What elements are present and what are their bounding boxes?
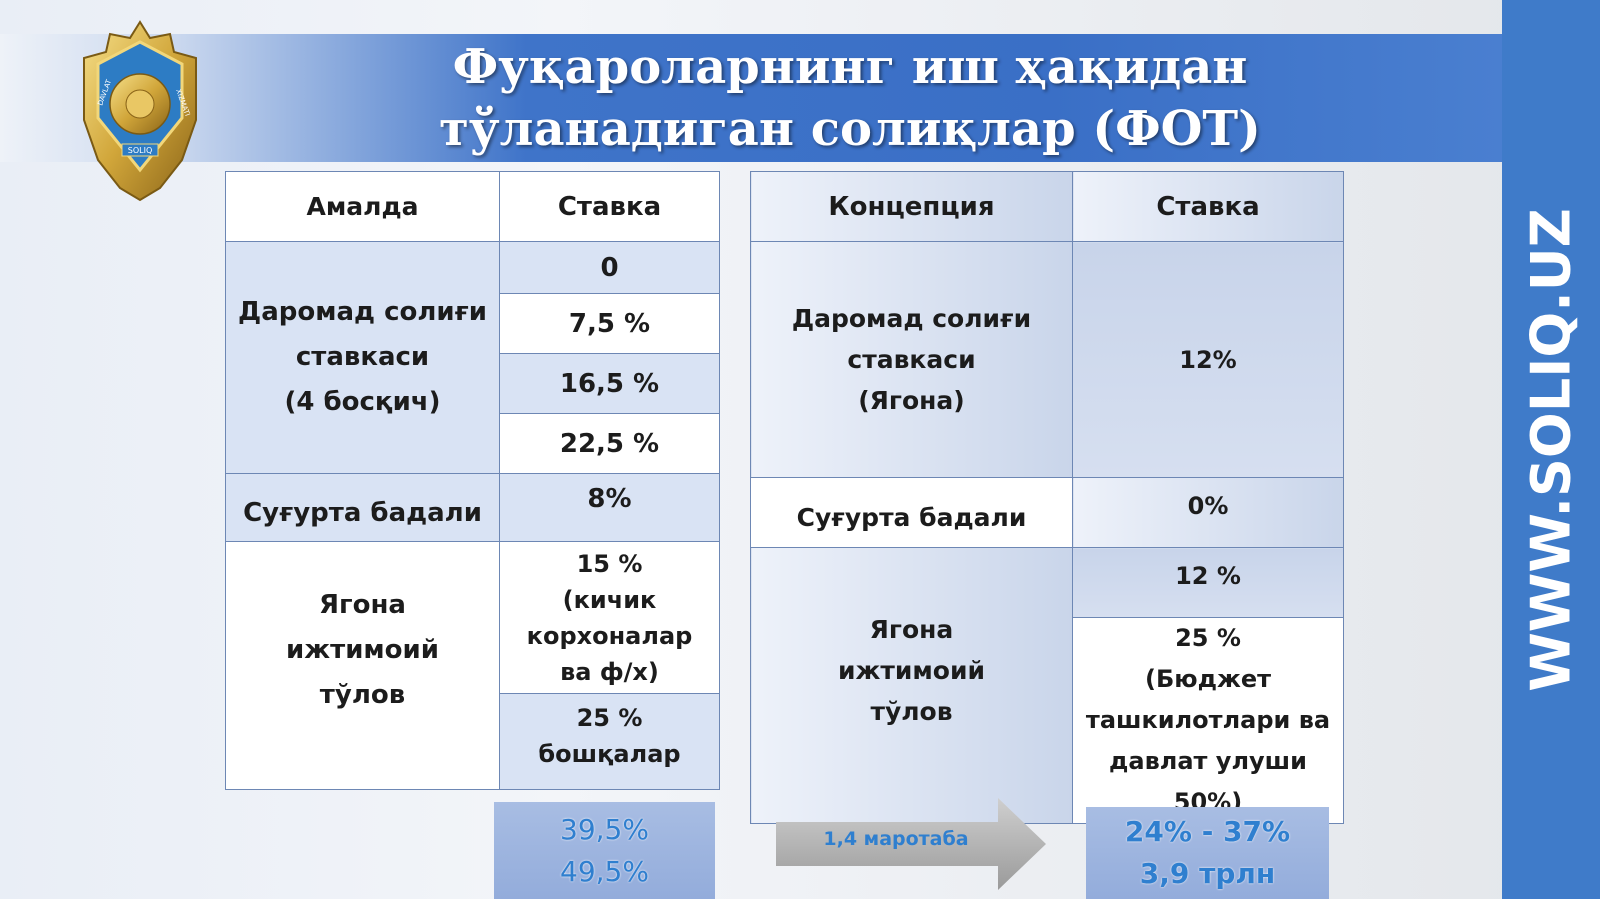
concept-income-tax-label: Даромад солиғи ставкаси (Ягона) bbox=[750, 241, 1073, 478]
label-line: (4 босқич) bbox=[284, 387, 441, 417]
rate-line: (кичик bbox=[562, 585, 657, 614]
label-line: ижтимоий bbox=[837, 656, 986, 685]
concept-insurance-label: Суғурта бадали bbox=[750, 477, 1073, 548]
current-header-rate: Ставка bbox=[499, 171, 720, 242]
ratio-label: 1,4 маротаба bbox=[823, 828, 969, 850]
rate-line: ва ф/х) bbox=[560, 657, 659, 686]
current-insurance-label: Суғурта бадали bbox=[225, 473, 500, 542]
rate-line: 25 % bbox=[1175, 624, 1241, 652]
title-band bbox=[0, 34, 1502, 162]
current-social-rate-2: 25 % бошқалар bbox=[499, 693, 720, 790]
current-header-label: Амалда bbox=[225, 171, 500, 242]
label-line: Даромад солиғи bbox=[791, 304, 1032, 333]
title-line-1: Фуқароларнинг иш ҳақидан bbox=[452, 39, 1248, 95]
label-line: (Ягона) bbox=[858, 386, 965, 415]
concept-insurance-rate: 0% bbox=[1072, 477, 1344, 548]
concept-summary-line-2: 3,9 трлн bbox=[1139, 857, 1276, 890]
label-line: Ягона bbox=[319, 590, 406, 620]
current-insurance-rate: 8% bbox=[499, 473, 720, 542]
current-summary-box: 39,5% 49,5% bbox=[494, 802, 715, 899]
current-social-label: Ягона ижтимоий тўлов bbox=[225, 541, 500, 790]
rate-line: корхоналар bbox=[526, 621, 693, 650]
concept-social-rate-1: 12 % bbox=[1072, 547, 1344, 618]
concept-summary-box: 24% - 37% 3,9 трлн bbox=[1086, 807, 1329, 899]
arrow-right-icon bbox=[776, 798, 1046, 890]
concept-social-label: Ягона ижтимоий тўлов bbox=[750, 547, 1073, 824]
label-line: ставкаси bbox=[847, 345, 976, 374]
rate-line: 15 % bbox=[576, 549, 643, 578]
rate-line: ташкилотлари ва bbox=[1085, 706, 1331, 734]
label-line: тўлов bbox=[870, 697, 953, 726]
concept-header-label: Концепция bbox=[750, 171, 1073, 242]
page-title: Фуқароларнинг иш ҳақидан тўланадиган сол… bbox=[400, 34, 1300, 162]
title-line-2: тўланадиган солиқлар (ФОТ) bbox=[439, 101, 1261, 157]
current-income-rate-4: 22,5 % bbox=[499, 413, 720, 474]
rate-line: бошқалар bbox=[538, 740, 681, 768]
current-income-rate-3: 16,5 % bbox=[499, 353, 720, 414]
current-summary-line-1: 39,5% bbox=[560, 812, 649, 846]
concept-summary-line-1: 24% - 37% bbox=[1124, 815, 1291, 848]
concept-income-tax-rate: 12% bbox=[1072, 241, 1344, 478]
concept-header-rate: Ставка bbox=[1072, 171, 1344, 242]
label-line: ставкаси bbox=[295, 342, 430, 372]
website-label: WWW.SOLIQ.UZ bbox=[1519, 208, 1583, 692]
current-social-rate-1: 15 % (кичик корхоналар ва ф/х) bbox=[499, 541, 720, 694]
current-income-tax-label: Даромад солиғи ставкаси (4 босқич) bbox=[225, 241, 500, 474]
label-line: Ягона bbox=[869, 615, 954, 644]
rate-line: 25 % bbox=[576, 704, 643, 732]
current-income-rate-2: 7,5 % bbox=[499, 293, 720, 354]
current-summary-line-2: 49,5% bbox=[560, 854, 649, 888]
label-line: Даромад солиғи bbox=[238, 297, 487, 327]
concept-rates-table: Концепция Ставка Даромад солиғи ставкаси… bbox=[750, 171, 1344, 824]
emblem-text-center: SOLIQ bbox=[128, 146, 153, 155]
side-band: WWW.SOLIQ.UZ bbox=[1502, 0, 1600, 899]
rate-line: (Бюджет bbox=[1144, 665, 1272, 693]
label-line: ижтимоий bbox=[286, 635, 439, 665]
current-rates-table: Амалда Ставка Даромад солиғи ставкаси (4… bbox=[225, 171, 720, 790]
label-line: тўлов bbox=[319, 680, 406, 710]
concept-social-rate-2: 25 % (Бюджет ташкилотлари ва давлат улуш… bbox=[1072, 617, 1344, 824]
current-income-rate-1: 0 bbox=[499, 241, 720, 294]
tax-emblem-icon: DAVLAT XIZMATI SOLIQ bbox=[83, 20, 197, 202]
